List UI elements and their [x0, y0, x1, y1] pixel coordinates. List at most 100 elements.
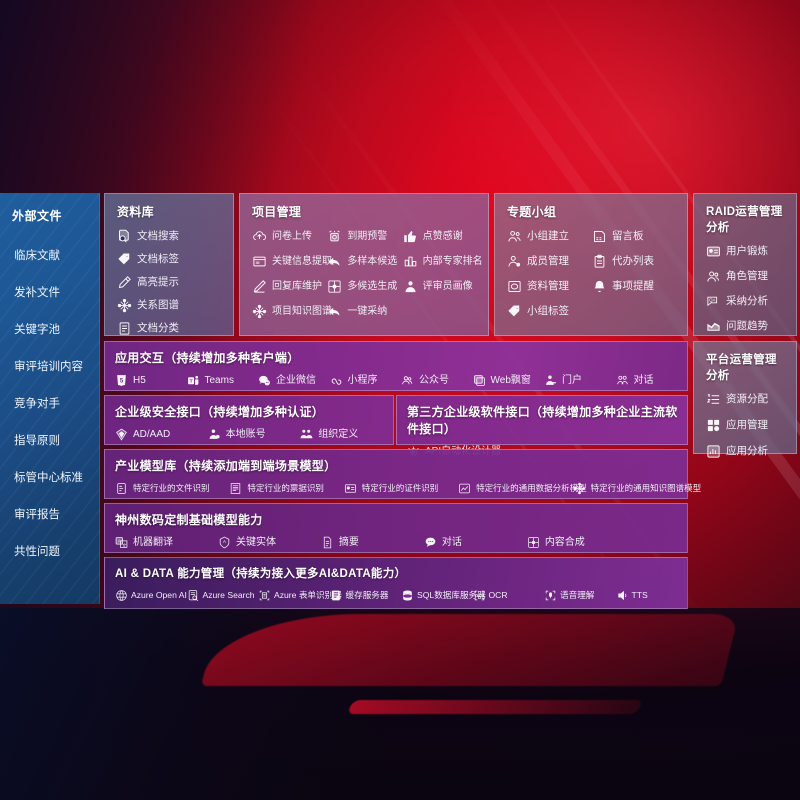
item-multi-candidate-generate[interactable]: 多候选生成 [327, 279, 402, 294]
item-id-recognition[interactable]: 特定行业的证件识别 [344, 482, 458, 495]
item-reply-library-maintain[interactable]: 回复库维护 [252, 279, 327, 294]
item-web-float-window[interactable]: Web飘窗 [473, 374, 545, 387]
item-azure-form-recognizer[interactable]: Azure 表单识别器 [258, 589, 342, 602]
item-thumbs-up-thanks[interactable]: 点赞感谢 [403, 229, 478, 244]
item-sql-database-server[interactable]: SQL数据库服务器 [401, 589, 486, 602]
sidebar-item-competitors[interactable]: 竞争对手 [14, 398, 60, 410]
item-receipt-recognition[interactable]: 特定行业的票据识别 [229, 482, 343, 495]
sidebar-item-guidelines[interactable]: 指导原则 [14, 435, 60, 447]
panel-raid-title: RAID运营管理分析 [706, 206, 783, 234]
item-label: 小组建立 [527, 230, 569, 243]
sidebar-item-standards-center[interactable]: 标管中心标准 [14, 472, 83, 484]
data-analysis-icon [458, 482, 471, 495]
item-member-management[interactable]: 成员管理 [507, 254, 592, 269]
item-doc-classification[interactable]: 文档分类 [117, 321, 223, 336]
item-azure-openai[interactable]: Azure Open AI [115, 589, 187, 602]
item-label: H5 [133, 374, 146, 386]
item-doc-tag[interactable]: 文档标签 [117, 252, 223, 267]
item-project-knowledge-graph[interactable]: 项目知识图谱 [252, 304, 332, 319]
item-multi-sample-candidate[interactable]: 多样本候选 [327, 254, 402, 269]
panel-library-items: 文档搜索 文档标签 高亮提示 关系图谱 文档分类 [117, 229, 223, 344]
item-group-tag[interactable]: 小组标签 [507, 304, 592, 319]
item-one-click-adopt[interactable]: 一键采纳 [327, 304, 402, 319]
item-label: 关键信息提取 [272, 255, 332, 267]
sidebar-item-clinical-literature[interactable]: 临床文献 [14, 250, 60, 262]
item-group-create[interactable]: 小组建立 [507, 229, 592, 244]
item-local-account[interactable]: 本地账号 [208, 428, 301, 441]
panel-library-title: 资料库 [117, 205, 154, 219]
item-azure-search[interactable]: Azure Search [187, 589, 259, 602]
item-label: 事项提醒 [612, 280, 654, 293]
person-icon [403, 279, 418, 294]
item-user-training[interactable]: 用户锻炼 [706, 244, 786, 259]
trend-chart-icon [706, 319, 721, 334]
item-label: 内部专家排名 [422, 255, 483, 267]
panel-raid-analysis: RAID运营管理分析 用户锻炼 角色管理 QA 采纳分析 问题趋势 [693, 193, 797, 336]
item-summary[interactable]: 摘要 [321, 536, 424, 549]
item-label: 特定行业的文件识别 [133, 483, 210, 494]
item-label: 本地账号 [225, 428, 266, 440]
sidebar-item-common-issues[interactable]: 共性问题 [14, 546, 60, 558]
sidebar-item-review-training[interactable]: 审评培训内容 [14, 361, 83, 373]
item-highlight-hint[interactable]: 高亮提示 [117, 275, 223, 290]
item-key-entity[interactable]: A 关键实体 [218, 536, 321, 549]
item-file-recognition[interactable]: 特定行业的文件识别 [115, 482, 229, 495]
item-cache-server[interactable]: 缓存服务器 [330, 589, 402, 602]
item-org-definition[interactable]: 组织定义 [300, 428, 393, 441]
item-label: 文档搜索 [137, 230, 179, 243]
org-icon [300, 428, 313, 441]
item-item-reminder[interactable]: 事项提醒 [592, 279, 677, 294]
item-material-management[interactable]: 资料管理 [507, 279, 592, 294]
row-dcits-title: 神州数码定制基础模型能力 [115, 513, 263, 527]
item-teams[interactable]: T Teams [187, 374, 259, 387]
item-dialog[interactable]: 对话 [616, 374, 688, 387]
item-todo-list[interactable]: 代办列表 [592, 254, 677, 269]
sidebar-item-review-report[interactable]: 审评报告 [14, 509, 60, 521]
item-wecom[interactable]: 企业微信 [258, 374, 330, 387]
item-label: 缓存服务器 [345, 590, 389, 601]
item-ad-aad[interactable]: AD/AAD [115, 428, 208, 441]
item-doc-search[interactable]: 文档搜索 [117, 229, 223, 244]
item-chat[interactable]: 对话 [424, 536, 527, 549]
item-tts[interactable]: TTS [616, 589, 688, 602]
item-label: 到期预警 [347, 230, 388, 242]
sidebar-item-supplement-docs[interactable]: 发补文件 [14, 287, 60, 299]
item-reviewer-profile[interactable]: 评审员画像 [403, 279, 478, 294]
item-speech-understanding[interactable]: 语音理解 [544, 589, 616, 602]
item-h5[interactable]: 5 H5 [115, 374, 187, 387]
item-internal-expert-ranking[interactable]: 内部专家排名 [403, 254, 483, 269]
branch-icon [327, 279, 342, 294]
item-resource-allocation[interactable]: 资源分配 [706, 392, 786, 407]
item-relation-graph[interactable]: 关系图谱 [117, 298, 223, 313]
item-key-info-extraction[interactable]: 关键信息提取 [252, 254, 332, 269]
item-label: 特定行业的通用知识图谱模型 [590, 483, 702, 494]
item-content-composition[interactable]: 内容合成 [527, 536, 630, 549]
item-official-account[interactable]: 公众号 [401, 374, 473, 387]
item-app-management[interactable]: 应用管理 [706, 418, 786, 433]
item-issue-trend[interactable]: 问题趋势 [706, 319, 786, 334]
item-app-analysis[interactable]: 应用分析 [706, 444, 786, 459]
item-questionnaire-upload[interactable]: 问卷上传 [252, 229, 327, 244]
item-adoption-analysis[interactable]: QA 采纳分析 [706, 294, 786, 309]
item-miniprogram[interactable]: 小程序 [330, 374, 402, 387]
row-third-party-interface: 第三方企业级软件接口（持续增加多种企业主流软件接口） API自动化设计器 [396, 395, 688, 456]
sidebar-item-keyword-pool[interactable]: 关键字池 [14, 324, 60, 336]
item-message-board[interactable]: 留言板 [592, 229, 677, 244]
item-knowledge-graph-model[interactable]: 特定行业的通用知识图谱模型 [573, 482, 701, 495]
item-expiry-alert[interactable]: 到期预警 [327, 229, 402, 244]
speech-icon [544, 589, 557, 602]
item-ocr[interactable]: OCR OCR [473, 589, 545, 602]
highlighter-icon [117, 275, 132, 290]
item-portal[interactable]: 门户 [544, 374, 616, 387]
panel-topic-group: 专题小组 小组建立 留言板 成员管理 代办列表 资料管理 [494, 193, 688, 336]
item-label: 一键采纳 [347, 305, 388, 317]
item-role-management[interactable]: 角色管理 [706, 269, 786, 284]
miniprogram-icon [330, 374, 343, 387]
svg-text:T: T [189, 379, 192, 385]
item-label: 多候选生成 [347, 280, 398, 292]
item-label: 评审员画像 [422, 280, 473, 292]
item-data-analysis-model[interactable]: 特定行业的通用数据分析模型 [458, 482, 587, 495]
sidebar: 外部文件 临床文献 发补文件 关键字池 审评培训内容 竞争对手 指导原则 标管中… [0, 193, 100, 604]
